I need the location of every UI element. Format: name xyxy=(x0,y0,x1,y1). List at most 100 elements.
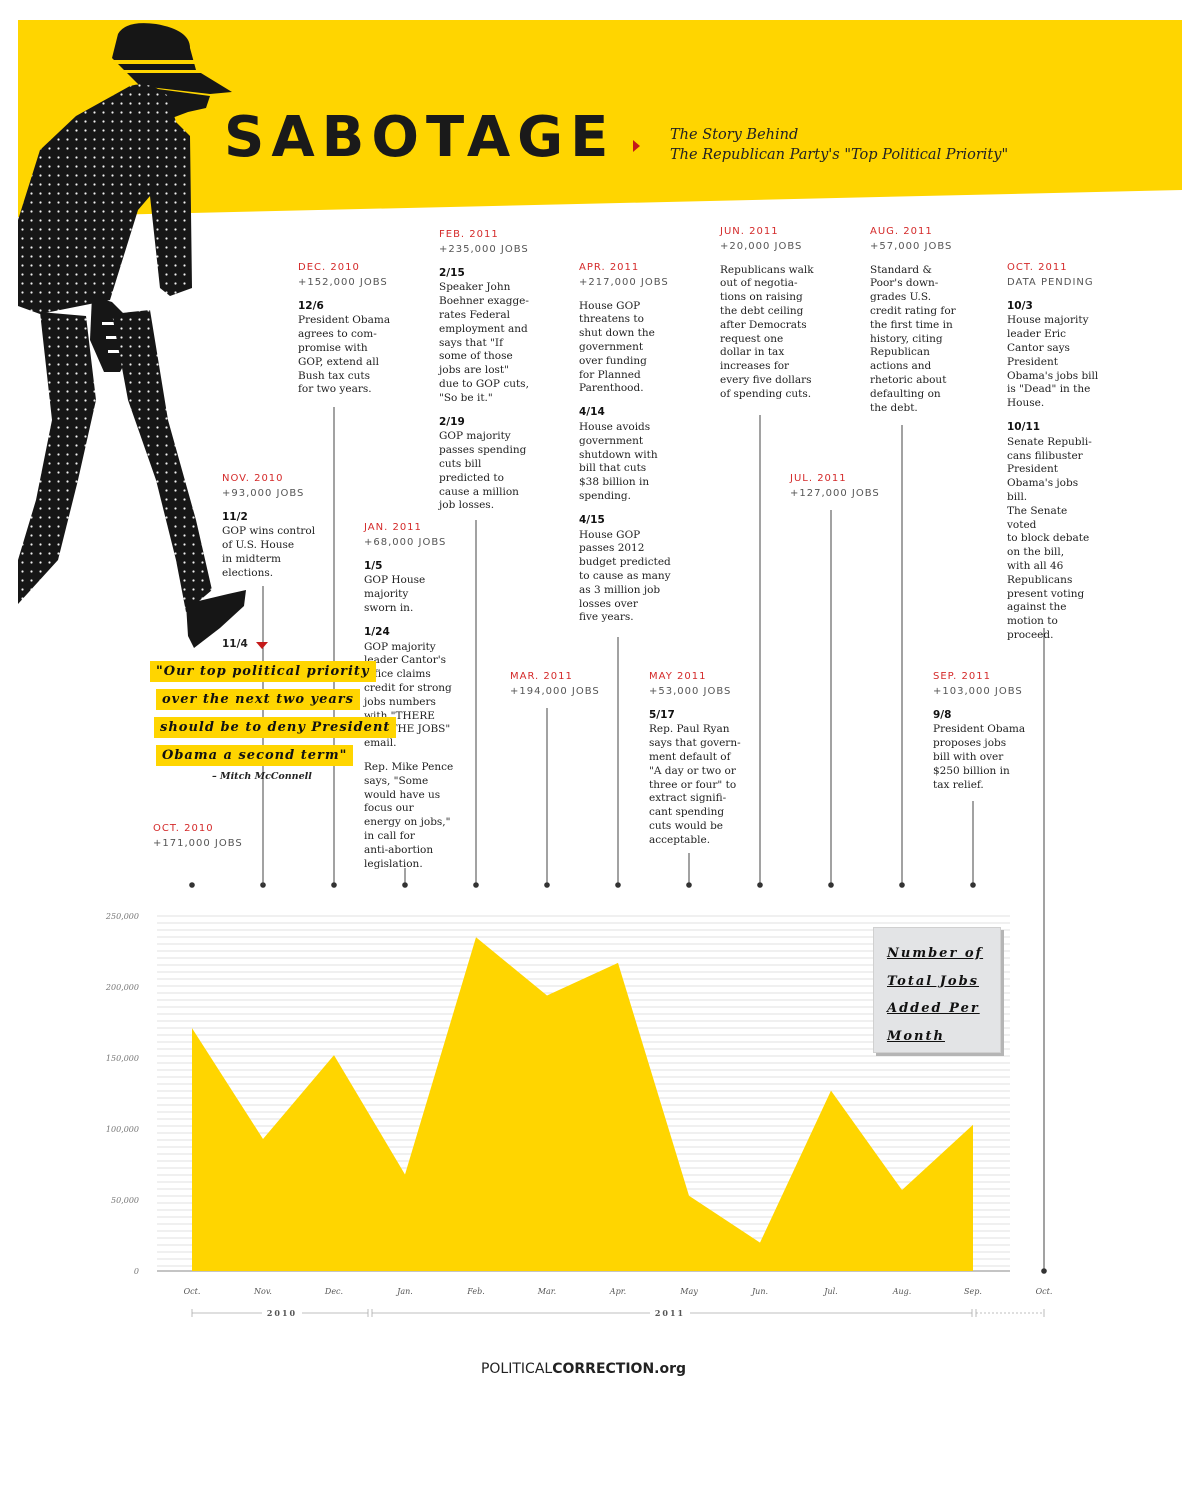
event-month: JUL. 2011 xyxy=(790,473,847,484)
event-month: FEB. 2011 xyxy=(439,229,499,240)
event-item: 2/19 GOP majority passes spending cuts bi… xyxy=(439,416,539,514)
event-9: JUN. 2011 +20,000 JOBS Republicans walk ou… xyxy=(720,225,820,412)
event-13: OCT. 2011 DATA PENDING 10/3 House majority … xyxy=(1007,261,1099,653)
event-jobs: +103,000 JOBS xyxy=(933,685,1023,697)
event-item: 2/15 Speaker John Boehner exagge- rates F… xyxy=(439,267,539,406)
event-jobs: +57,000 JOBS xyxy=(870,240,953,252)
event-1: OCT. 2010 +171,000 JOBS xyxy=(153,822,253,851)
x-tick-label: Nov. xyxy=(253,1287,272,1296)
event-11: AUG. 2011 +57,000 JOBS Standard & Poor's d… xyxy=(870,225,970,425)
event-12: SEP. 2011 +103,000 JOBS 9/8 President Obama… xyxy=(933,670,1033,802)
subtitle-line-1: The Story Behind xyxy=(670,127,799,143)
event-date: 1/24 xyxy=(364,625,390,638)
header-banner xyxy=(18,20,1182,217)
event-5: FEB. 2011 +235,000 JOBS 2/15 Speaker John B… xyxy=(439,228,539,523)
title-arrow-icon xyxy=(633,140,640,152)
event-7: APR. 2011 +217,000 JOBS House GOP threaten… xyxy=(579,261,679,635)
year-label-2011: 2011 xyxy=(655,1308,685,1318)
event-text: House majority leader Eric Cantor says P… xyxy=(1007,314,1099,410)
event-date: 1/5 xyxy=(364,559,383,572)
event-marker-dot xyxy=(1041,1268,1047,1274)
x-tick-label: Jun. xyxy=(750,1287,768,1296)
event-date: 9/8 xyxy=(933,708,952,721)
event-text: GOP House majority sworn in. xyxy=(364,574,426,614)
year-label-bg xyxy=(650,1307,690,1319)
event-date: 2/15 xyxy=(439,266,465,279)
subtitle-line-2: The Republican Party's "Top Political Pr… xyxy=(670,147,1009,163)
event-2: NOV. 2010 +93,000 JOBS 11/2 GOP wins contro… xyxy=(222,472,322,591)
event-date: 2/19 xyxy=(439,415,465,428)
event-month: JUN. 2011 xyxy=(720,226,779,237)
x-tick-label: Sep. xyxy=(964,1287,982,1296)
event-item: Rep. Mike Pence says, "Some would have u… xyxy=(364,761,464,871)
x-tick-label: Mar. xyxy=(537,1287,556,1296)
quote-line: Obama a second term" xyxy=(156,745,354,766)
event-4: JAN. 2011 +68,000 JOBS 1/5 GOP House majori… xyxy=(364,521,464,881)
event-month: MAY 2011 xyxy=(649,671,707,682)
x-tick-label: Aug. xyxy=(892,1287,912,1296)
event-text: Rep. Mike Pence says, "Some would have u… xyxy=(364,760,454,870)
event-item: 10/3 House majority leader Eric Cantor sa… xyxy=(1007,300,1099,411)
event-text: House avoids government shutdown with bi… xyxy=(579,420,658,502)
y-tick-label: 0 xyxy=(134,1267,139,1276)
event-item: 9/8 President Obama proposes jobs bill wi… xyxy=(933,709,1033,793)
event-date: 4/14 xyxy=(579,406,605,419)
event-marker-dot xyxy=(686,882,692,888)
event-month: DEC. 2010 xyxy=(298,262,360,273)
event-item: Republicans walk out of negotia- tions o… xyxy=(720,264,820,402)
x-tick-label: Jan. xyxy=(395,1287,413,1296)
page-title: SABOTAGE xyxy=(224,105,616,170)
event-month: OCT. 2010 xyxy=(153,823,214,834)
quote-line: over the next two years xyxy=(156,689,360,710)
event-month: NOV. 2010 xyxy=(222,473,284,484)
event-month: OCT. 2011 xyxy=(1007,262,1068,273)
event-item: 1/5 GOP House majority sworn in. xyxy=(364,560,464,616)
saboteur-figure-illustration xyxy=(18,23,246,648)
y-tick-label: 200,000 xyxy=(105,983,139,992)
event-jobs: +171,000 JOBS xyxy=(153,837,243,849)
quote-pointer-icon xyxy=(256,642,268,649)
mcconnell-quote: 11/4 "Our top political priority over the … xyxy=(150,638,397,772)
event-marker-dot xyxy=(757,882,763,888)
x-tick-label: Dec. xyxy=(324,1287,343,1296)
event-jobs: +68,000 JOBS xyxy=(364,536,447,548)
event-date: 5/17 xyxy=(649,708,675,721)
x-tick-label: Feb. xyxy=(466,1287,485,1296)
quote-line: "Our top political priority xyxy=(150,661,376,682)
footer-part-1: POLITICAL xyxy=(480,1361,553,1377)
x-tick-label: Apr. xyxy=(609,1287,626,1296)
event-text: House GOP threatens to shut down the gov… xyxy=(579,299,655,395)
event-jobs: +93,000 JOBS xyxy=(222,487,305,499)
y-tick-label: 100,000 xyxy=(106,1125,139,1134)
event-text: Speaker John Boehner exagge- rates Feder… xyxy=(439,281,529,404)
footer-site-name: POLITICALCORRECTION.org xyxy=(0,1361,1167,1377)
event-item: 4/15 House GOP passes 2012 budget predict… xyxy=(579,514,679,625)
event-marker-dot xyxy=(615,882,621,888)
event-text: Senate Republi- cans filibuster Presiden… xyxy=(1007,435,1092,641)
event-item: House GOP threatens to shut down the gov… xyxy=(579,300,679,397)
event-marker-dot xyxy=(473,882,479,888)
year-label-2010: 2010 xyxy=(267,1308,297,1318)
event-item: 4/14 House avoids government shutdown wit… xyxy=(579,406,679,504)
event-text: President Obama proposes jobs bill with … xyxy=(933,723,1026,791)
event-date: 12/6 xyxy=(298,299,324,312)
quote-line: should be to deny President xyxy=(154,717,397,738)
event-date: 4/15 xyxy=(579,513,605,526)
quote-date: 11/4 xyxy=(222,638,248,650)
event-text: GOP majority passes spending cuts bill p… xyxy=(439,430,527,512)
footer-part-3: .org xyxy=(654,1361,687,1377)
event-item: 11/2 GOP wins control of U.S. House in mi… xyxy=(222,511,322,581)
event-month: SEP. 2011 xyxy=(933,671,991,682)
event-text: President Obama agrees to com- promise w… xyxy=(298,314,391,396)
event-10: JUL. 2011 +127,000 JOBS xyxy=(790,472,890,501)
event-marker-dot xyxy=(331,882,337,888)
event-text: GOP wins control of U.S. House in midter… xyxy=(222,525,316,579)
event-6: MAR. 2011 +194,000 JOBS xyxy=(510,670,610,699)
event-marker-dot xyxy=(970,882,976,888)
event-marker-dot xyxy=(828,882,834,888)
event-month: MAR. 2011 xyxy=(510,671,573,682)
event-item: 12/6 President Obama agrees to com- promi… xyxy=(298,300,398,398)
event-date: 11/2 xyxy=(222,510,248,523)
event-text: Standard & Poor's down- grades U.S. cred… xyxy=(870,263,956,414)
x-tick-label: Oct. xyxy=(1036,1287,1053,1296)
